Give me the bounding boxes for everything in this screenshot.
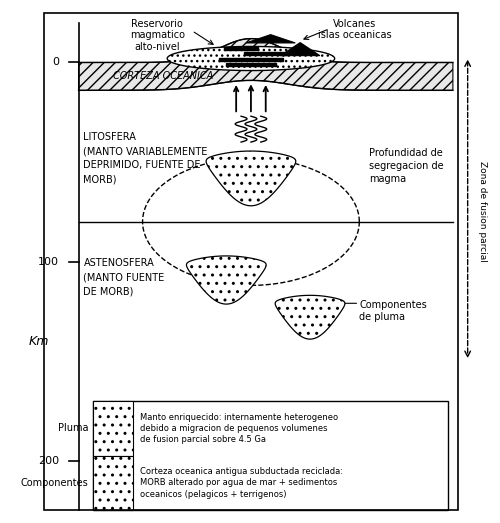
Text: Corteza oceanica antigua subductada reciclada:
MORB alterado por agua de mar + s: Corteza oceanica antigua subductada reci… [140, 468, 343, 498]
Text: Pluma: Pluma [58, 423, 88, 433]
Text: CORTEZA OCEANICA: CORTEZA OCEANICA [113, 72, 214, 82]
Polygon shape [280, 42, 320, 55]
Bar [94, 401, 448, 510]
Polygon shape [275, 295, 345, 339]
Text: Volcanes
islas oceanicas: Volcanes islas oceanicas [318, 19, 391, 40]
Bar [94, 456, 132, 510]
Polygon shape [78, 39, 453, 90]
Polygon shape [186, 256, 266, 304]
Text: ASTENOSFERA
(MANTO FUENTE
DE MORB): ASTENOSFERA (MANTO FUENTE DE MORB) [84, 258, 164, 297]
Bar [44, 13, 458, 510]
Text: 0: 0 [52, 58, 59, 67]
Text: Zona de fusion parcial: Zona de fusion parcial [478, 161, 487, 262]
Text: Reservorio
magmatico
alto-nivel: Reservorio magmatico alto-nivel [130, 19, 185, 52]
Text: Manto enriquecido: internamente heterogeneo
debido a migracion de pequenos volum: Manto enriquecido: internamente heteroge… [140, 413, 338, 444]
Polygon shape [167, 47, 334, 71]
Bar [244, 52, 288, 55]
Polygon shape [206, 151, 296, 206]
Text: Km: Km [29, 335, 50, 348]
Bar [219, 58, 283, 61]
Bar [224, 47, 258, 50]
Polygon shape [246, 35, 296, 43]
Bar [94, 401, 132, 456]
Text: LITOSFERA
(MANTO VARIABLEMENTE
DEPRIMIDO, FUENTE DE
MORB): LITOSFERA (MANTO VARIABLEMENTE DEPRIMIDO… [84, 132, 208, 184]
Text: 200: 200 [38, 456, 59, 465]
Text: Componentes
de pluma: Componentes de pluma [360, 300, 427, 322]
Text: Profundidad de
segregacion de
magma: Profundidad de segregacion de magma [369, 148, 444, 184]
Bar [226, 63, 276, 66]
Text: Componentes: Componentes [20, 478, 88, 488]
Text: 100: 100 [38, 256, 59, 267]
